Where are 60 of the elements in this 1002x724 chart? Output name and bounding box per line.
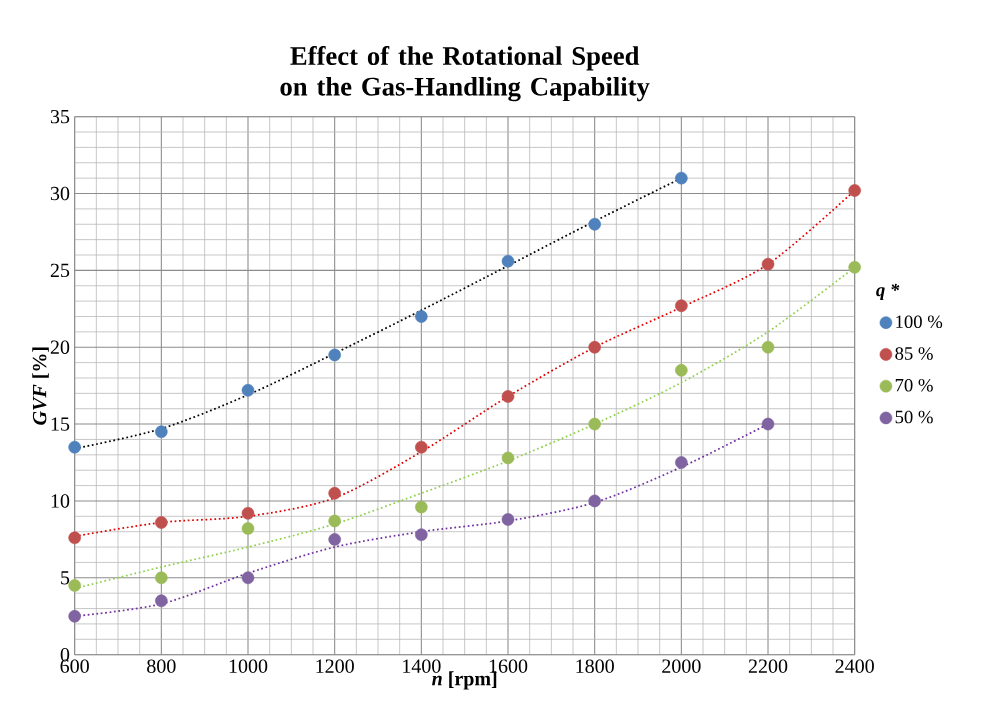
point [588, 217, 601, 231]
point [848, 261, 861, 274]
point [155, 516, 168, 529]
point [588, 340, 601, 354]
y-tick-label: 30 [50, 186, 70, 201]
point [241, 522, 255, 535]
x-tick-label: 1000 [229, 659, 268, 673]
x-tick-label: 1800 [576, 659, 614, 673]
x-tick-label: 1200 [316, 659, 354, 673]
y-tick-label: 35 [50, 109, 70, 124]
point [155, 425, 168, 439]
point [68, 531, 81, 545]
x-tick-label: 2200 [748, 659, 788, 673]
point [761, 340, 775, 354]
point [328, 533, 341, 546]
point [588, 494, 601, 508]
point [415, 528, 428, 542]
x-tick-label: 2000 [662, 659, 701, 673]
chart-title: Effect of the Rotational Speed on the Gas-Handling Capability [280, 45, 650, 102]
point [68, 609, 81, 623]
point [241, 384, 255, 397]
y-axis-title: GVF [%] [32, 347, 49, 425]
point [241, 571, 255, 585]
point [675, 364, 688, 377]
point [588, 417, 601, 431]
y-tick-label: 20 [50, 340, 70, 354]
point [761, 417, 775, 431]
point [415, 500, 428, 514]
point [501, 254, 515, 268]
y-tick-label: 5 [61, 571, 70, 585]
legend-label: 100 % [896, 315, 943, 329]
point [501, 451, 515, 465]
point [155, 571, 168, 585]
point [328, 486, 341, 500]
legend-label: 70 % [895, 378, 933, 392]
y-tick-label: 10 [51, 494, 70, 508]
point [328, 348, 341, 362]
point [848, 184, 861, 197]
y-tick-label: 15 [51, 417, 70, 431]
point [761, 257, 775, 271]
legend-label: 50 % [895, 410, 933, 424]
x-tick-label: 1400 [403, 659, 441, 673]
point [328, 514, 341, 528]
point [415, 310, 428, 323]
y-tick-label: 25 [50, 263, 70, 278]
point [68, 579, 81, 592]
point [501, 390, 515, 403]
point [241, 506, 255, 520]
point [675, 456, 688, 469]
legend-label: 85 % [895, 347, 933, 360]
point [501, 513, 515, 526]
x-tick-label: 1600 [489, 659, 528, 673]
x-tick-label: 2400 [835, 659, 874, 673]
point [155, 594, 168, 608]
point [675, 299, 688, 312]
point [68, 440, 81, 454]
legend-title: q * [876, 283, 900, 301]
x-tick-label: 800 [147, 659, 176, 673]
point [675, 171, 688, 185]
point [415, 440, 428, 454]
